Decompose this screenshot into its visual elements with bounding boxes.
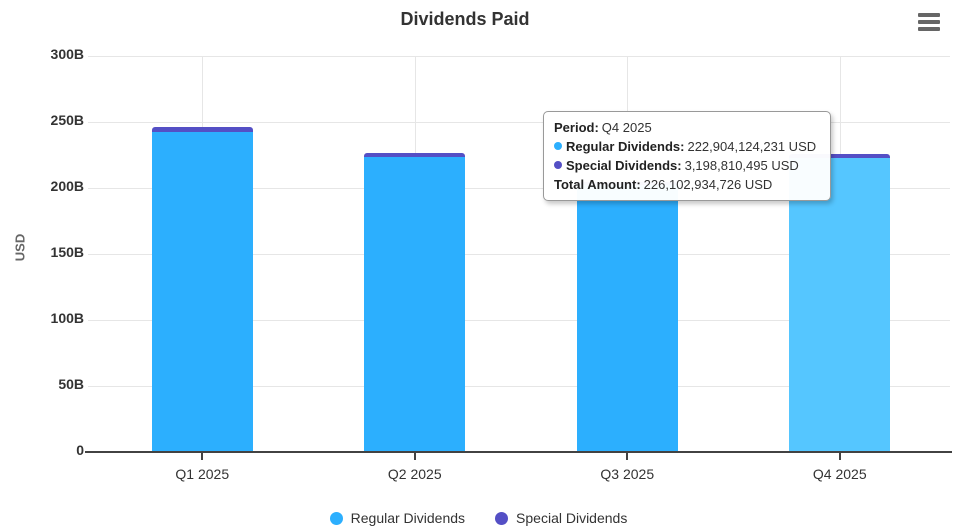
x-axis-category-label: Q4 2025 bbox=[812, 466, 867, 482]
tooltip-total-label: Total Amount: bbox=[554, 177, 641, 192]
bar-special-q1-2025[interactable] bbox=[151, 127, 253, 132]
special-dividends-dot-icon bbox=[554, 161, 562, 169]
x-axis-category-label: Q1 2025 bbox=[175, 466, 230, 482]
bar-regular-q1-2025[interactable] bbox=[151, 131, 253, 452]
y-axis-tick-label: 150B bbox=[50, 244, 84, 260]
tooltip-period-label: Period: bbox=[554, 120, 599, 135]
tooltip-regular-value: 222,904,124,231 USD bbox=[687, 139, 817, 154]
hamburger-menu-icon[interactable] bbox=[916, 12, 942, 33]
y-axis-tick-label: 300B bbox=[50, 46, 84, 62]
y-axis-tick-label: 100B bbox=[50, 310, 84, 326]
y-gridline bbox=[88, 122, 950, 123]
chart-title: Dividends Paid bbox=[400, 9, 530, 29]
y-axis-tick-label: 200B bbox=[50, 178, 84, 194]
tooltip-period-row: Period: Q4 2025 bbox=[554, 118, 820, 137]
regular-dividends-dot-icon bbox=[554, 142, 562, 150]
legend-special-label: Special Dividends bbox=[516, 510, 628, 526]
legend-regular-label: Regular Dividends bbox=[350, 510, 466, 526]
y-axis-tick-label: 0 bbox=[76, 442, 84, 458]
y-gridline bbox=[88, 386, 950, 387]
y-axis-tick-label: 250B bbox=[50, 112, 84, 128]
y-gridline bbox=[88, 320, 950, 321]
bar-regular-q3-2025[interactable] bbox=[576, 185, 678, 452]
hamburger-bar bbox=[918, 20, 940, 24]
y-axis-tick-label: 50B bbox=[58, 376, 84, 392]
x-axis-tick bbox=[838, 453, 841, 460]
tooltip-total-row: Total Amount: 226,102,934,726 USD bbox=[554, 175, 820, 194]
x-axis-tick bbox=[626, 453, 629, 460]
y-gridline bbox=[88, 254, 950, 255]
tooltip-period-value: Q4 2025 bbox=[601, 120, 652, 135]
x-axis-tick bbox=[413, 453, 416, 460]
chart-legend: Regular Dividends Special Dividends bbox=[0, 510, 957, 526]
regular-dividends-legend-dot-icon bbox=[329, 511, 343, 525]
tooltip-special-row: Special Dividends: 3,198,810,495 USD bbox=[554, 156, 820, 175]
x-axis-tick bbox=[201, 453, 204, 460]
bar-special-q2-2025[interactable] bbox=[364, 152, 466, 157]
y-gridline bbox=[88, 56, 950, 57]
bar-regular-q2-2025[interactable] bbox=[364, 156, 466, 452]
tooltip-special-label: Special Dividends: bbox=[566, 158, 682, 173]
hamburger-bar bbox=[918, 13, 940, 17]
legend-item-special-dividends[interactable]: Special Dividends bbox=[495, 510, 627, 526]
x-axis-line bbox=[85, 451, 952, 453]
bar-regular-q4-2025[interactable] bbox=[789, 157, 891, 452]
chart-tooltip: Period: Q4 2025 Regular Dividends: 222,904… bbox=[543, 111, 831, 201]
tooltip-special-value: 3,198,810,495 USD bbox=[684, 158, 799, 173]
x-axis-category-label: Q2 2025 bbox=[387, 466, 442, 482]
y-gridline bbox=[88, 188, 950, 189]
bar-special-q4-2025[interactable] bbox=[789, 153, 891, 158]
legend-item-regular-dividends[interactable]: Regular Dividends bbox=[329, 510, 466, 526]
tooltip-regular-label: Regular Dividends: bbox=[566, 139, 685, 154]
x-axis-category-label: Q3 2025 bbox=[600, 466, 655, 482]
tooltip-total-value: 226,102,934,726 USD bbox=[643, 177, 773, 192]
hamburger-bar bbox=[918, 27, 940, 31]
tooltip-regular-row: Regular Dividends: 222,904,124,231 USD bbox=[554, 137, 820, 156]
special-dividends-legend-dot-icon bbox=[495, 511, 509, 525]
